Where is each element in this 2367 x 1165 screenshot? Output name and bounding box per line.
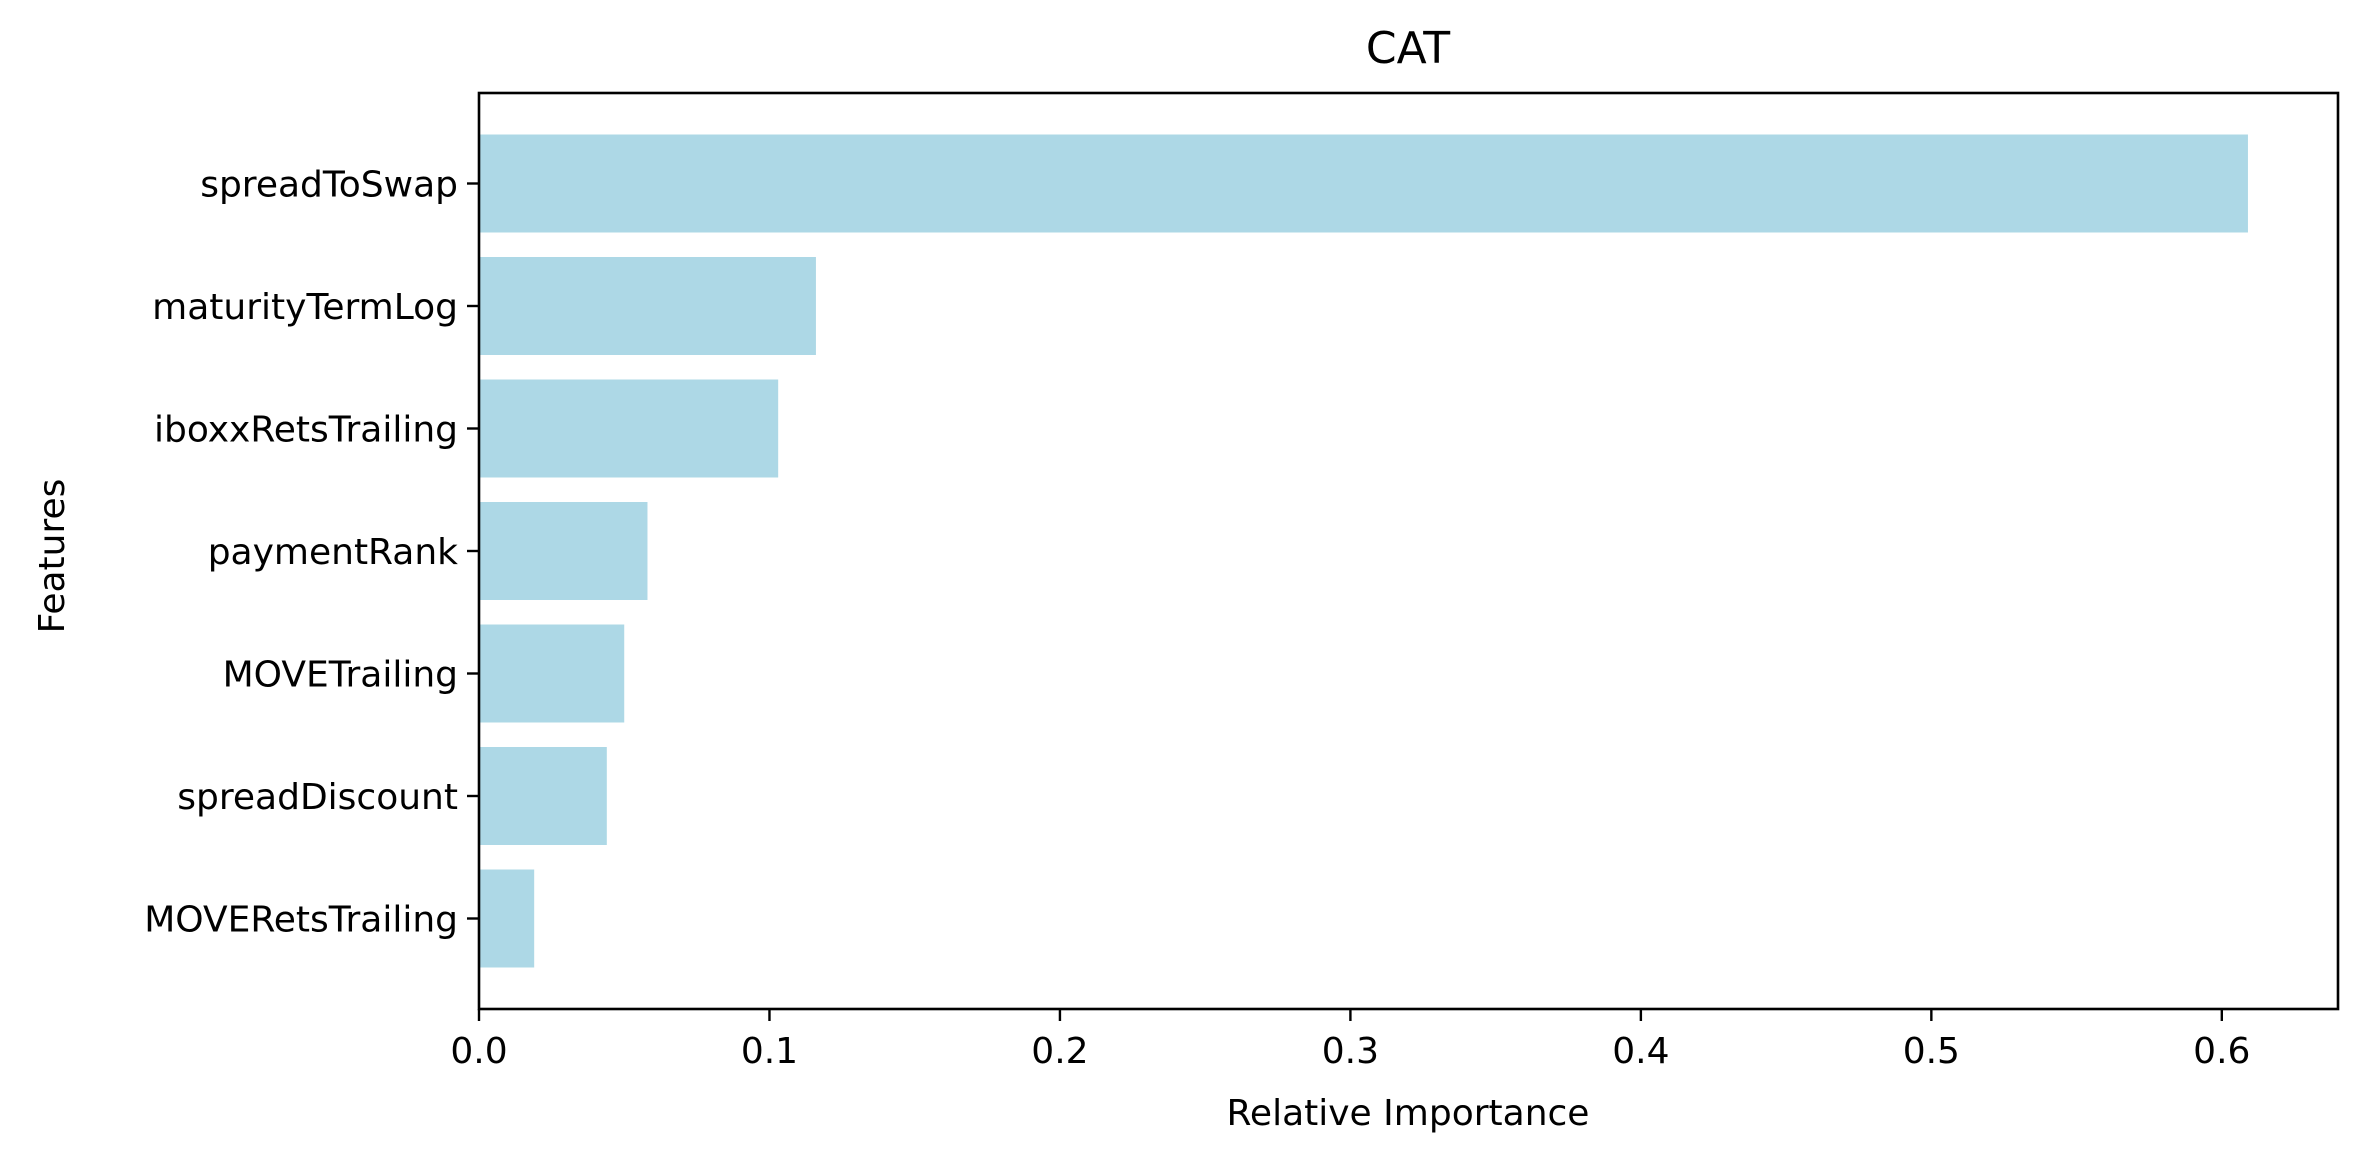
y-tick-label: MOVERetsTrailing: [144, 900, 458, 941]
bar: [479, 869, 535, 968]
bar: [479, 624, 625, 723]
y-tick-label: paymentRank: [208, 532, 458, 573]
chart-title: CAT: [1366, 23, 1450, 74]
x-tick-label: 0.3: [1322, 1031, 1379, 1072]
x-tick-label: 0.1: [741, 1031, 798, 1072]
bar: [479, 257, 816, 355]
y-tick-label: spreadToSwap: [200, 165, 458, 206]
x-axis-ticks: 0.0 0.1 0.2 0.3 0.4 0.5 0.6: [450, 1009, 2250, 1072]
y-axis-label: Features: [32, 479, 73, 634]
bar: [479, 379, 779, 478]
x-tick-label: 0.2: [1031, 1031, 1088, 1072]
y-axis-ticks: spreadToSwap maturityTermLog iboxxRetsTrai…: [144, 165, 479, 941]
x-tick-label: 0.4: [1612, 1031, 1669, 1072]
bar: [479, 134, 2248, 233]
y-tick-label: spreadDiscount: [177, 777, 458, 818]
plot-frame: [477, 91, 2340, 1011]
y-tick-label: iboxxRetsTrailing: [154, 410, 458, 451]
x-tick-label: 0.5: [1903, 1031, 1960, 1072]
y-tick-label: maturityTermLog: [152, 287, 458, 328]
y-tick-label: MOVETrailing: [223, 655, 458, 696]
bar: [479, 502, 648, 600]
bar: [479, 747, 607, 845]
x-tick-label: 0.0: [450, 1031, 507, 1072]
x-tick-label: 0.6: [2193, 1031, 2250, 1072]
bars-group: [479, 134, 2248, 968]
x-axis-label: Relative Importance: [1227, 1093, 1590, 1134]
